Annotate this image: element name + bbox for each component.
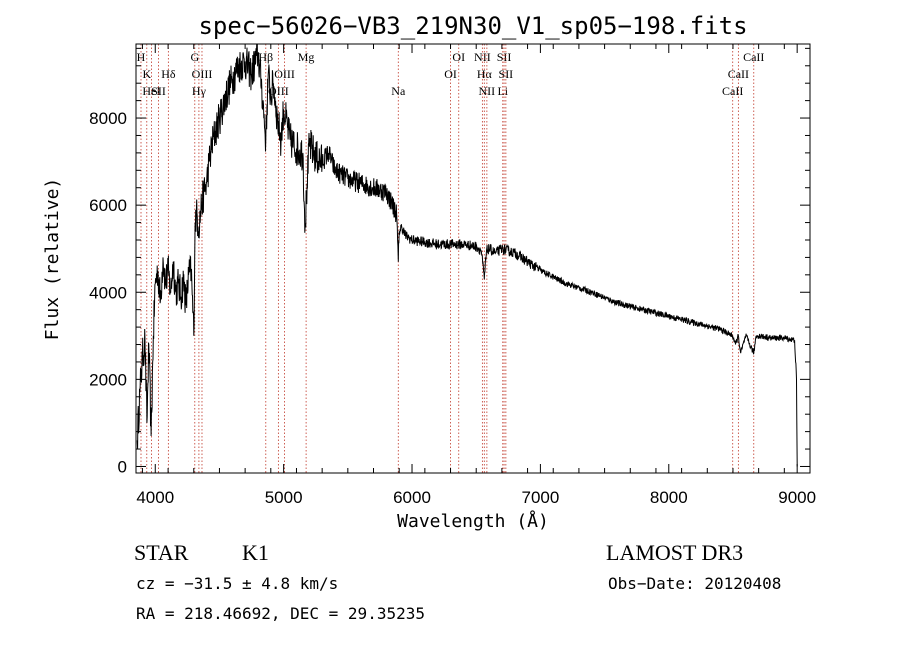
line-marker-label: NII: [474, 50, 491, 64]
series-layer: [136, 43, 798, 467]
line-marker-label: OI: [444, 67, 457, 81]
chart-title: spec−56026−VB3_219N30_V1_sp05−198.fits: [198, 12, 747, 40]
line-marker-label: OIII: [192, 67, 213, 81]
x-tick-label: 8000: [650, 488, 688, 507]
plot-frame: [135, 43, 811, 474]
x-tick-label: 5000: [265, 488, 303, 507]
y-axis-label: Flux (relative): [42, 178, 63, 341]
survey-name: LAMOST DR3: [606, 540, 743, 565]
line-marker-label: SII: [499, 67, 514, 81]
x-tick-label: 7000: [521, 488, 559, 507]
line-marker-label: SII: [151, 84, 166, 98]
line-marker-label: H: [137, 50, 146, 64]
object-class: STAR: [134, 540, 189, 565]
line-marker-label: Na: [391, 84, 406, 98]
y-tick-label: 8000: [89, 109, 127, 128]
x-tick-label: 9000: [778, 488, 816, 507]
line-marker-label: G: [190, 50, 199, 64]
x-tick-label: 6000: [393, 488, 431, 507]
line-marker-label: CaII: [722, 84, 743, 98]
spectral-subclass: K1: [242, 540, 269, 565]
line-marker-label: K: [142, 67, 151, 81]
observation-date: Obs−Date: 20120408: [608, 574, 781, 593]
axis-ticks: 4000 5000 6000 7000 8000 9000 0 2000 4000 6000 800…: [89, 44, 816, 507]
x-tick-label: 4000: [136, 488, 174, 507]
line-marker-label: Hγ: [192, 84, 207, 98]
line-marker-label: SII: [497, 50, 512, 64]
line-marker-label: OIII: [274, 67, 295, 81]
line-marker-label: HeI: [142, 84, 160, 98]
coordinates-readout: RA = 218.46692, DEC = 29.35235: [136, 604, 425, 623]
y-tick-label: 0: [118, 457, 127, 476]
line-marker-label: NII: [479, 84, 496, 98]
y-tick-label: 2000: [89, 370, 127, 389]
line-marker-label: CaII: [728, 67, 749, 81]
line-marker-label: CaII: [743, 50, 764, 64]
line-marker-label: OI: [452, 50, 465, 64]
y-tick-label: 4000: [89, 283, 127, 302]
redshift-readout: cz = −31.5 ± 4.8 km/s: [136, 574, 338, 593]
flux-series-line: [136, 43, 798, 467]
line-marker-label: Hα: [477, 67, 493, 81]
y-tick-label: 6000: [89, 196, 127, 215]
line-marker-label: Hδ: [161, 67, 176, 81]
line-marker-label: Li: [497, 84, 508, 98]
line-marker-label: Mg: [298, 50, 315, 64]
line-marker-label: Hβ: [258, 50, 273, 64]
x-axis-label: Wavelength (Å): [397, 510, 549, 532]
